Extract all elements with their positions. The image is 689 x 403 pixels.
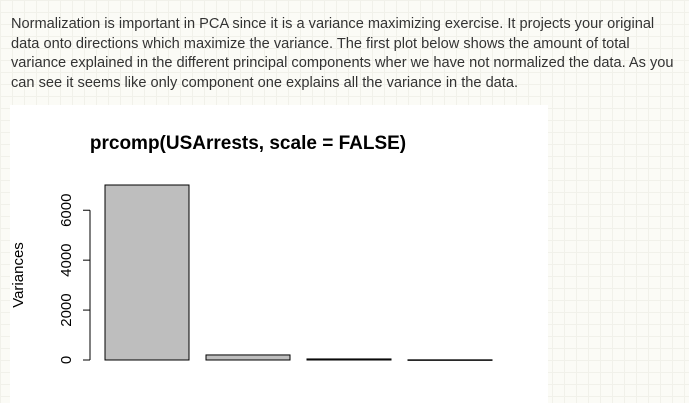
paragraph: Normalization is important in PCA since … [11,16,674,91]
y-tick-label: 4000 [58,243,75,276]
chart: prcomp(USArrests, scale = FALSE) Varianc… [10,105,548,403]
bar [104,184,190,361]
bar [205,354,291,361]
y-axis-label: Variances [10,242,27,308]
chart-title: prcomp(USArrests, scale = FALSE) [90,133,406,154]
bar [407,359,493,361]
y-tick-label: 2000 [58,293,75,326]
bar [306,358,392,361]
y-tick-label: 0 [58,356,75,364]
y-tick-label: 6000 [58,194,75,227]
